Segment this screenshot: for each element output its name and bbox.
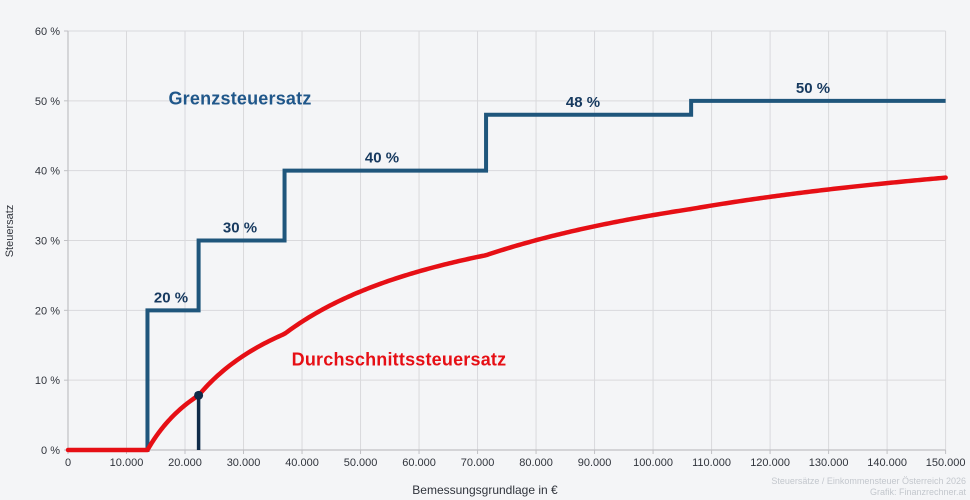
x-tick-label: 100.000 xyxy=(633,457,673,469)
y-tick-label: 0 % xyxy=(41,445,60,457)
x-tick-label: 110.000 xyxy=(692,457,731,469)
y-tick-label: 40 % xyxy=(35,166,60,178)
x-tick-label: 90.000 xyxy=(578,457,612,469)
x-tick-label: 140.000 xyxy=(867,457,907,469)
x-tick-label: 10.000 xyxy=(110,457,144,469)
x-tick-label: 120.000 xyxy=(750,457,790,469)
step-rate-label: 30 % xyxy=(223,220,257,237)
x-tick-label: 50.000 xyxy=(344,457,378,469)
y-tick-label: 20 % xyxy=(35,305,60,317)
step-rate-label: 50 % xyxy=(796,80,830,97)
x-tick-label: 40.000 xyxy=(285,457,319,469)
marginal-rate-step-line xyxy=(68,98,946,452)
x-tick-label: 130.000 xyxy=(809,457,849,469)
step-rate-label: 20 % xyxy=(154,289,188,306)
x-tick-label: 80.000 xyxy=(519,457,553,469)
y-tick-label: 60 % xyxy=(35,26,60,38)
x-tick-label: 70.000 xyxy=(461,457,495,469)
step-rate-label: 40 % xyxy=(365,150,399,167)
marker-dot xyxy=(194,390,204,400)
x-tick-label: 60.000 xyxy=(402,457,436,469)
credit-author-line: Grafik: Finanzrechner.at xyxy=(869,487,966,497)
x-tick-label: 20.000 xyxy=(168,457,202,469)
y-tick-label: 10 % xyxy=(35,375,60,387)
average-rate-curve xyxy=(65,175,948,453)
x-tick-label: 0 xyxy=(65,457,71,469)
x-tick-label: 30.000 xyxy=(227,457,261,469)
credit-source-line: Steuersätze / Einkommensteuer Österreich… xyxy=(771,476,966,486)
y-tick-label: 50 % xyxy=(35,96,60,108)
step-rate-label: 48 % xyxy=(566,94,600,111)
x-tick-label: 150.000 xyxy=(926,457,966,469)
y-tick-label: 30 % xyxy=(35,236,60,248)
